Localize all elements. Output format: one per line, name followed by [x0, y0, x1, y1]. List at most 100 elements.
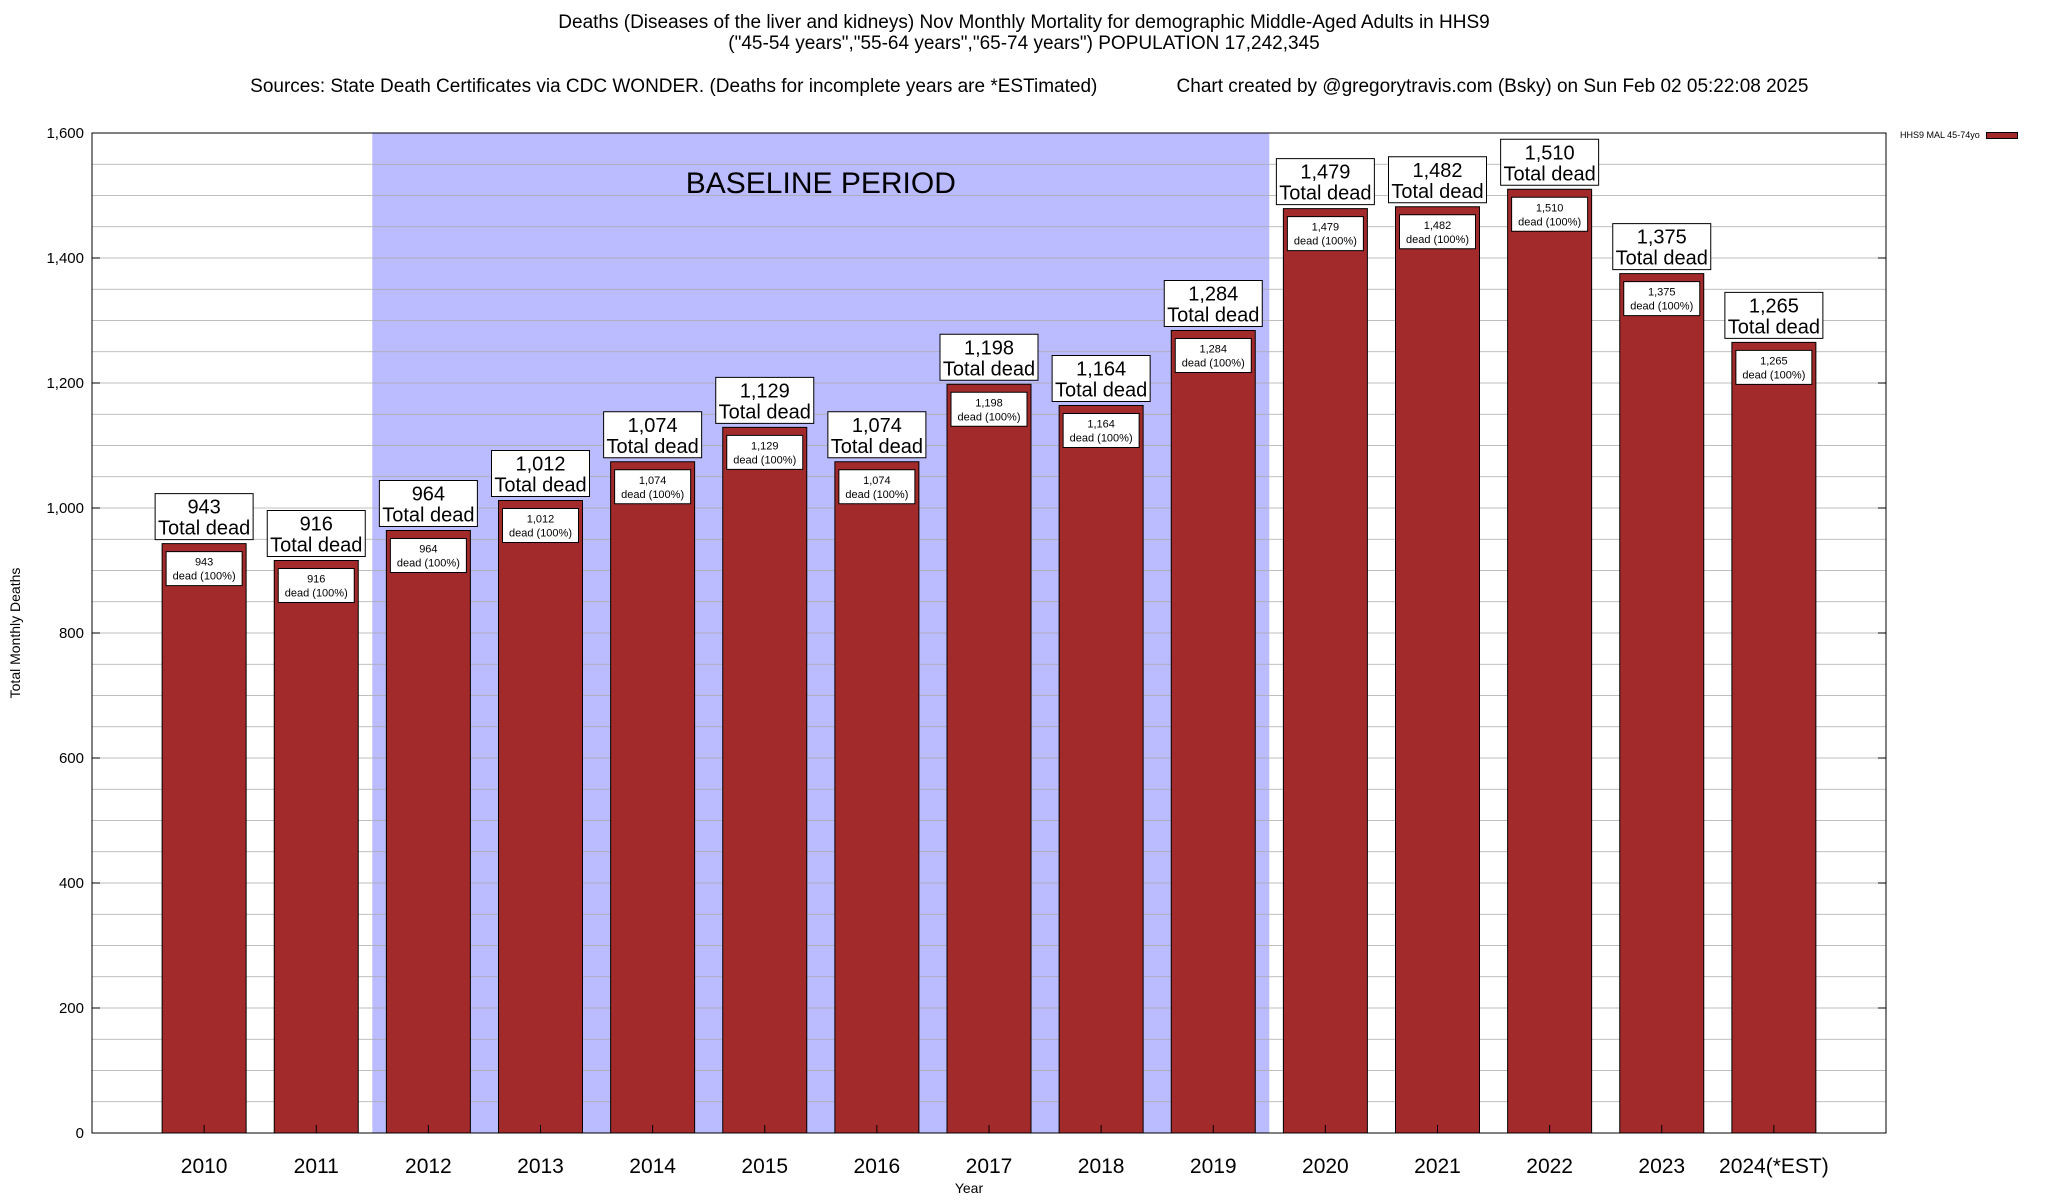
total-dead-label: Total dead — [1167, 305, 1259, 327]
inner-dead-label: dead (100%) — [397, 558, 460, 570]
bar — [946, 383, 1032, 1134]
inner-label-box — [1623, 281, 1701, 317]
inner-label-box — [1286, 216, 1364, 252]
y-tick-label: 800 — [59, 625, 84, 642]
bar — [834, 461, 920, 1134]
total-dead-label: Total dead — [158, 518, 250, 540]
x-tick-label: 2014 — [629, 1155, 676, 1178]
total-label-box — [154, 493, 254, 541]
total-label-box — [1388, 156, 1487, 204]
inner-value-label: 1,074 — [863, 475, 891, 487]
credit-text: Chart created by @gregorytravis.com (Bsk… — [1176, 76, 1809, 97]
x-tick-label: 2017 — [966, 1155, 1013, 1178]
x-tick-label: 2012 — [405, 1155, 452, 1178]
total-dead-label: Total dead — [943, 358, 1035, 380]
total-label-box — [1500, 138, 1600, 186]
bar — [1731, 341, 1817, 1134]
bar — [273, 560, 359, 1134]
x-axis-title: Year — [955, 1180, 984, 1196]
source-text: Sources: State Death Certificates via CD… — [250, 76, 1098, 97]
legend-swatch — [1985, 131, 2018, 139]
total-dead-label: Total dead — [1616, 248, 1708, 270]
total-dead-label: Total dead — [494, 475, 586, 497]
total-dead-label: Total dead — [1391, 181, 1483, 203]
inner-value-label: 943 — [195, 557, 213, 569]
x-tick-label: 2021 — [1414, 1155, 1461, 1178]
bar — [498, 500, 583, 1134]
y-tick-label: 1,200 — [46, 375, 84, 392]
inner-value-label: 1,074 — [639, 475, 667, 487]
legend-label: HHS9 MAL 45-74yo — [1900, 130, 1980, 140]
inner-label-box — [1735, 349, 1813, 385]
y-axis-title: Total Monthly Deaths — [7, 568, 23, 699]
total-dead-label: Total dead — [831, 436, 923, 458]
bar — [1395, 206, 1480, 1134]
x-tick-label: 2018 — [1078, 1155, 1125, 1178]
inner-dead-label: dead (100%) — [285, 588, 348, 600]
inner-value-label: 1,284 — [1199, 344, 1227, 356]
y-tick-label: 0 — [76, 1125, 84, 1142]
total-label-box — [1612, 223, 1712, 271]
total-dead-label: Total dead — [1279, 183, 1371, 205]
inner-label-box — [614, 469, 692, 505]
total-label-box — [378, 480, 478, 527]
total-label-box — [715, 376, 815, 424]
inner-dead-label: dead (100%) — [1518, 216, 1581, 228]
y-tick-label: 400 — [59, 875, 84, 892]
x-tick-label: 2010 — [181, 1155, 228, 1178]
bar — [1058, 405, 1144, 1134]
inner-label-box — [726, 434, 804, 470]
inner-label-box — [950, 391, 1028, 427]
total-value-label: 1,284 — [1188, 284, 1238, 306]
inner-value-label: 1,479 — [1312, 222, 1340, 234]
inner-label-box — [1062, 413, 1140, 448]
inner-dead-label: dead (100%) — [1742, 369, 1805, 381]
inner-value-label: 1,265 — [1760, 355, 1788, 367]
y-tick-label: 1,400 — [46, 250, 84, 267]
total-label-box — [939, 333, 1039, 381]
total-value-label: 1,012 — [515, 454, 565, 476]
total-dead-label: Total dead — [382, 505, 474, 527]
x-tick-label: 2023 — [1638, 1155, 1685, 1178]
chart-subtitle: ("45-54 years","55-64 years","65-74 year… — [728, 33, 1320, 54]
total-value-label: 1,265 — [1749, 295, 1799, 317]
inner-dead-label: dead (100%) — [1294, 236, 1357, 248]
inner-label-box — [1399, 214, 1476, 250]
inner-value-label: 916 — [307, 574, 325, 586]
baseline-label: BASELINE PERIOD — [686, 167, 956, 200]
inner-dead-label: dead (100%) — [509, 528, 572, 540]
bar — [385, 530, 471, 1134]
x-tick-label: 2022 — [1526, 1155, 1573, 1178]
total-value-label: 1,482 — [1412, 160, 1462, 182]
total-value-label: 916 — [300, 514, 333, 536]
inner-label-box — [165, 551, 243, 587]
bar — [1619, 273, 1705, 1134]
total-value-label: 1,198 — [964, 337, 1014, 359]
inner-dead-label: dead (100%) — [1630, 301, 1693, 313]
inner-value-label: 1,510 — [1536, 202, 1564, 214]
inner-label-box — [502, 508, 579, 543]
inner-dead-label: dead (100%) — [173, 571, 236, 583]
chart-source-line: Sources: State Death Certificates via CD… — [0, 54, 2048, 98]
total-value-label: 1,074 — [628, 415, 678, 437]
x-tick-label: 2015 — [741, 1155, 788, 1178]
x-tick-label: 2011 — [294, 1155, 339, 1178]
total-value-label: 1,510 — [1525, 142, 1575, 164]
total-dead-label: Total dead — [1728, 316, 1820, 338]
inner-label-box — [389, 538, 467, 573]
inner-label-box — [277, 568, 355, 603]
y-tick-label: 1,000 — [46, 500, 84, 517]
total-value-label: 1,164 — [1076, 359, 1126, 381]
bar — [161, 543, 247, 1134]
total-dead-label: Total dead — [1503, 163, 1595, 185]
inner-value-label: 1,129 — [751, 440, 779, 452]
total-label-box — [1275, 158, 1375, 206]
total-value-label: 943 — [187, 497, 220, 519]
legend: HHS9 MAL 45-74yo — [1900, 130, 2018, 140]
y-tick-label: 200 — [59, 1000, 84, 1017]
inner-value-label: 1,198 — [975, 397, 1003, 409]
inner-label-box — [838, 469, 916, 505]
inner-dead-label: dead (100%) — [621, 489, 684, 501]
y-tick-label: 1,600 — [46, 125, 84, 142]
